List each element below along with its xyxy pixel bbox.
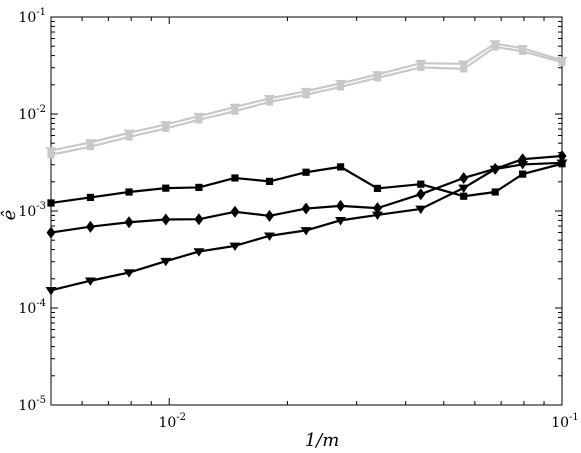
triangle-down-marker [300, 227, 312, 236]
square-marker [302, 168, 310, 176]
diamond-marker [46, 226, 56, 239]
square-marker [417, 63, 425, 72]
square-marker [231, 107, 239, 115]
square-marker [519, 47, 527, 55]
diamond-marker [264, 209, 274, 222]
square-marker [302, 91, 310, 99]
triangle-down-marker [415, 205, 427, 215]
triangle-down-marker [263, 232, 275, 241]
square-marker [373, 184, 382, 192]
diamond-marker [557, 149, 567, 162]
triangle-down-marker [229, 242, 241, 251]
triangle-down-marker [45, 287, 57, 296]
y-axis-label: ê [0, 210, 20, 221]
triangle-down-marker [556, 159, 568, 168]
square-marker [47, 199, 55, 207]
triangle-down-marker [160, 257, 172, 267]
square-marker [195, 116, 203, 124]
diamond-marker [301, 202, 311, 215]
y-tick-label: 10-4 [18, 298, 46, 317]
series-group [45, 40, 568, 296]
square-marker [162, 124, 170, 133]
square-marker [336, 83, 345, 91]
square-marker [519, 170, 527, 178]
triangle-down-marker [489, 165, 501, 175]
diamond-marker [85, 220, 95, 233]
square-marker [162, 184, 170, 192]
square-marker [47, 151, 55, 159]
diamond-marker [230, 205, 240, 218]
y-tick-label: 10-2 [18, 104, 46, 123]
square-marker [86, 143, 95, 151]
tick-labels: 10-2 10-1 10-5 10-4 10-3 10-2 10-1 [18, 7, 578, 431]
square-marker [491, 43, 499, 51]
y-tick-label: 10-3 [18, 201, 46, 220]
diamond-marker [459, 171, 469, 184]
triangle-down-marker [193, 248, 205, 257]
diamond-marker [124, 216, 134, 229]
triangle-down-marker [517, 161, 529, 170]
diamond-marker [336, 199, 346, 212]
y-tick-label: 10-5 [18, 395, 46, 414]
x-tick-label: 10-2 [158, 412, 186, 431]
triangle-down-marker [335, 217, 347, 226]
series-5 [45, 159, 568, 296]
square-marker [417, 180, 425, 188]
square-marker [460, 192, 468, 200]
x-tick-label: 10-1 [551, 412, 579, 431]
triangle-down-marker [371, 211, 383, 221]
triangle-down-marker [458, 184, 470, 194]
y-tick-label: 10-1 [18, 7, 46, 26]
square-marker [491, 188, 499, 196]
triangle-down-marker [458, 60, 470, 69]
square-marker [558, 58, 566, 66]
diamond-marker [194, 213, 204, 226]
square-marker [373, 74, 382, 82]
square-marker [336, 163, 345, 171]
triangle-down-marker [84, 277, 96, 286]
x-axis-label: 1/m [305, 430, 340, 451]
series-4 [46, 149, 567, 239]
square-marker [86, 193, 95, 202]
square-marker [125, 188, 133, 196]
square-marker [265, 98, 274, 106]
series-3 [47, 160, 566, 207]
diamond-marker [372, 202, 382, 215]
square-marker [460, 65, 468, 73]
diamond-marker [161, 213, 171, 226]
diamond-marker [416, 188, 426, 201]
square-marker [265, 177, 274, 185]
square-marker [195, 183, 203, 192]
square-marker [125, 133, 133, 141]
series-2 [47, 43, 566, 159]
triangle-down-marker [123, 269, 135, 278]
square-marker [231, 174, 239, 182]
